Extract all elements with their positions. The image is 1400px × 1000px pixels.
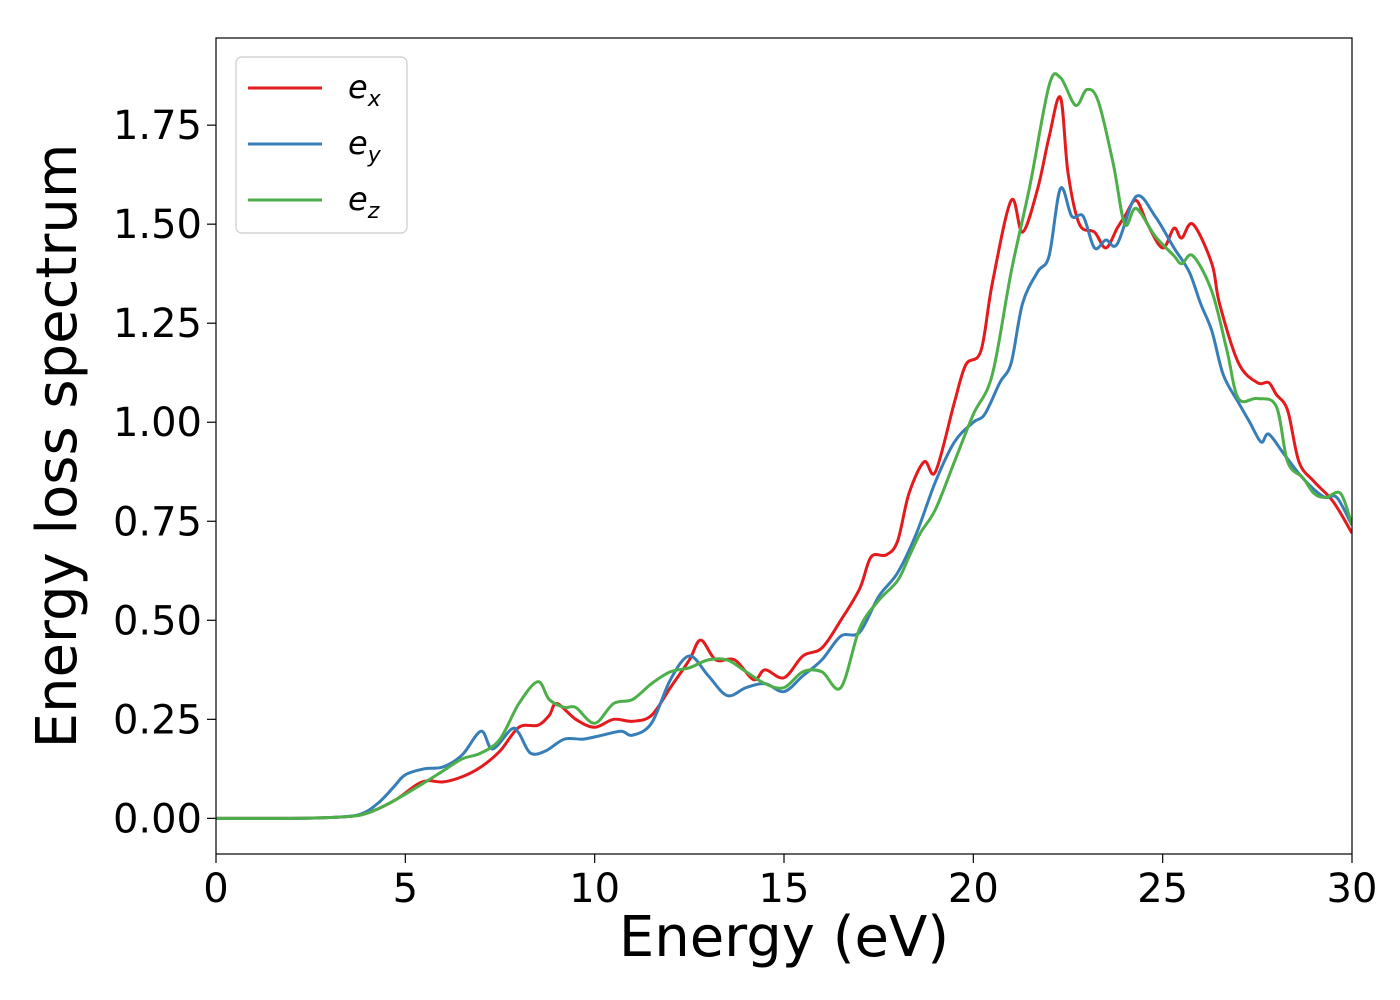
x-tick-label: 15 [759,866,810,912]
legend: ex ey ez [235,56,408,234]
legend-label-ex: ex [348,68,382,112]
series-line-ey [216,186,1352,820]
y-axis-title: Energy loss spectrum [25,144,90,749]
y-tick-label: 1.75 [113,103,202,149]
y-tick-label: 0.25 [113,697,202,743]
legend-label-ez: ez [348,180,380,224]
y-tick-label: 1.25 [113,301,202,347]
y-axis: 0.00 0.25 0.50 0.75 1.00 1.25 1.50 1.75 [113,103,216,842]
x-tick-label: 10 [569,866,620,912]
x-tick-label: 25 [1137,866,1188,912]
series-line-ez [216,72,1352,820]
series-line-ex [216,95,1352,820]
y-tick-label: 0.50 [113,598,202,644]
x-tick-label: 5 [393,866,418,912]
y-tick-label: 0.00 [113,796,202,842]
x-tick-label: 30 [1327,866,1378,912]
legend-label-ey: ey [348,124,382,168]
y-tick-label: 1.50 [113,202,202,248]
x-axis: 0 5 10 15 20 25 30 [203,854,1377,912]
series-layer [216,72,1352,820]
x-axis-title: Energy (eV) [619,905,949,970]
y-tick-label: 0.75 [113,499,202,545]
y-tick-label: 1.00 [113,400,202,446]
x-tick-label: 0 [203,866,228,912]
x-tick-label: 20 [948,866,999,912]
